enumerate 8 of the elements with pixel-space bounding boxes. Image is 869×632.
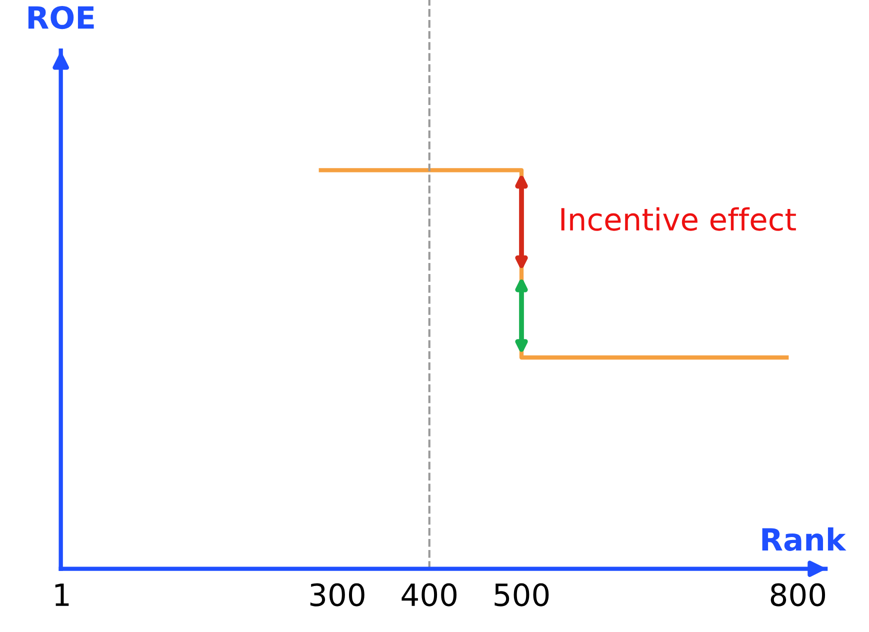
x-tick-label: 500	[494, 583, 549, 606]
annotation: Incentive effect	[561, 207, 796, 231]
x-tick-label: 400	[402, 583, 456, 606]
x-axis-title: Rank	[762, 527, 846, 551]
y-axis-title: ROE	[28, 6, 94, 30]
x-tick-label: 800	[770, 583, 826, 606]
x-tick-label: 300	[310, 583, 364, 606]
x-tick-label: 1	[55, 584, 69, 606]
